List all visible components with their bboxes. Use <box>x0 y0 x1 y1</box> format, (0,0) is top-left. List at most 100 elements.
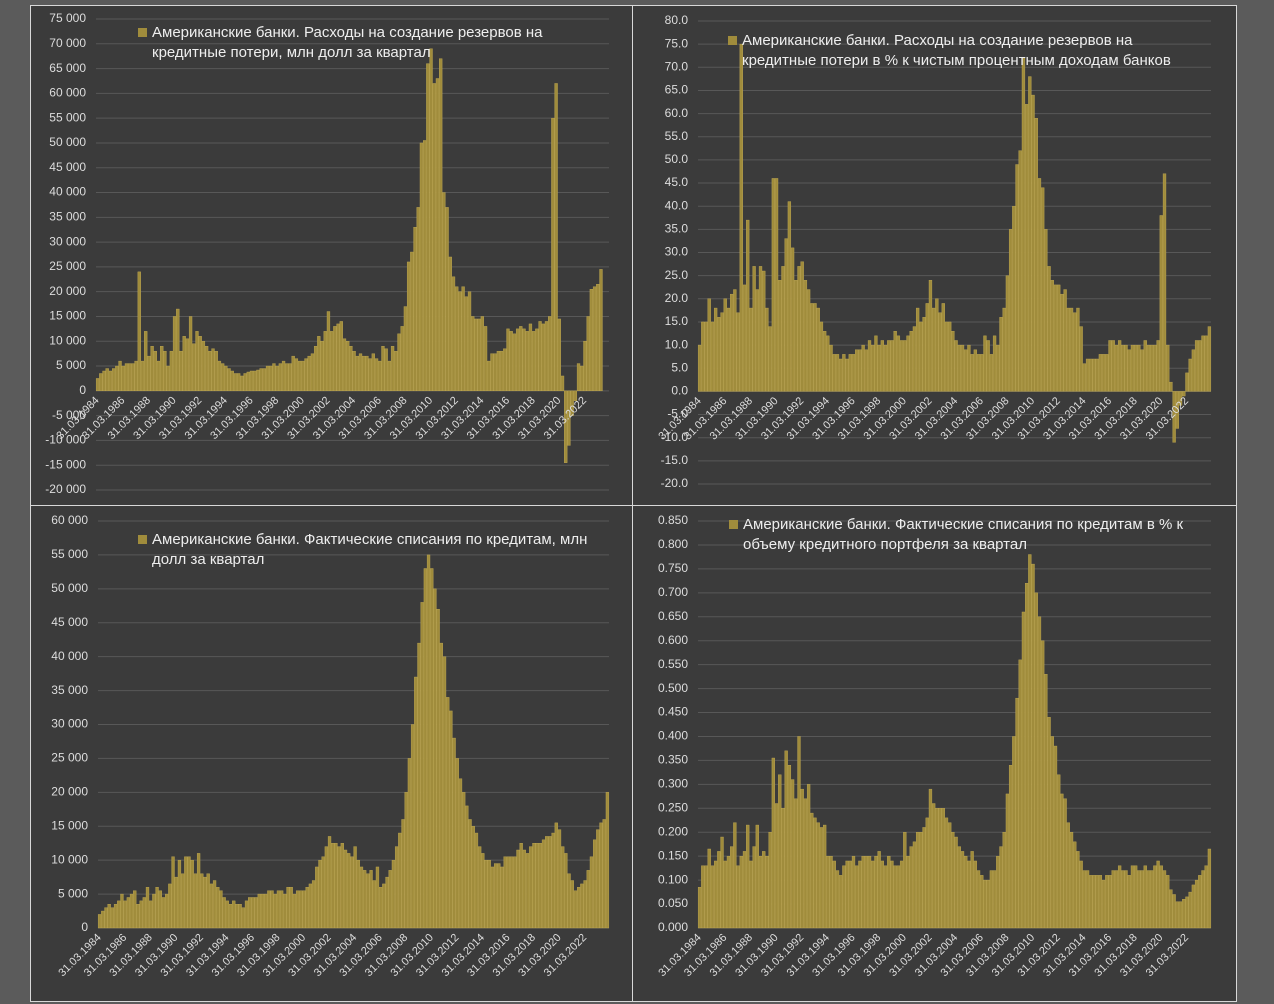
bar <box>1069 832 1074 929</box>
bar <box>144 331 148 392</box>
bar <box>422 140 427 392</box>
bar <box>499 350 504 392</box>
bar <box>752 846 756 929</box>
bar <box>243 373 247 392</box>
bar <box>259 368 263 392</box>
bar <box>249 370 254 392</box>
bar <box>1188 891 1192 929</box>
bar <box>211 348 215 392</box>
bar <box>839 875 843 929</box>
bar <box>458 291 462 392</box>
y-tick-label: -5 000 <box>52 408 86 422</box>
y-tick-label: 0.250 <box>658 800 688 814</box>
bar <box>1057 284 1061 392</box>
y-tick-label: -20 000 <box>45 482 86 496</box>
bar <box>707 298 711 392</box>
bar <box>1198 875 1202 929</box>
chart-panel: -20.0 -15.0 -10.0 -5.0 0.0 5.0 10.0 15.0 20.0 25.… <box>632 5 1237 506</box>
bar <box>394 846 399 929</box>
bar <box>1191 884 1196 929</box>
bar <box>349 346 353 392</box>
y-tick-label: 40.0 <box>665 198 689 212</box>
bar <box>922 317 926 392</box>
bar <box>803 280 808 392</box>
bar <box>720 312 724 392</box>
bar <box>519 843 523 929</box>
bar <box>1169 889 1173 929</box>
bar <box>1066 307 1070 392</box>
bar <box>435 78 440 392</box>
bar <box>503 348 507 392</box>
chart: -20 000 -15 000 -10 000 -5 000 0 5 000 10 000 1… <box>45 11 609 496</box>
bar <box>1063 798 1067 929</box>
bar <box>564 853 568 929</box>
bar <box>697 344 702 392</box>
y-tick-label: 0.200 <box>658 824 688 838</box>
bar <box>839 358 843 392</box>
bar <box>938 808 942 929</box>
bar <box>273 893 277 929</box>
bar <box>177 859 182 929</box>
bar <box>208 350 212 392</box>
bar <box>97 914 102 929</box>
bar <box>158 890 162 929</box>
bar <box>935 808 939 929</box>
bar <box>883 865 888 929</box>
bar <box>1108 340 1112 392</box>
bar <box>343 849 348 929</box>
bar <box>1047 717 1051 929</box>
bar <box>237 373 241 392</box>
bar <box>1037 178 1042 392</box>
bar <box>304 358 308 392</box>
bar <box>506 856 511 929</box>
bar <box>481 853 485 929</box>
bar <box>337 846 341 929</box>
bar <box>733 822 737 929</box>
y-tick-label: 45.0 <box>665 175 689 189</box>
bar <box>1050 736 1054 929</box>
bar <box>1127 875 1131 929</box>
bar <box>190 859 194 929</box>
bar <box>432 83 436 392</box>
bar <box>416 207 420 392</box>
bar <box>758 266 763 392</box>
bar <box>471 316 475 392</box>
bar <box>577 887 581 929</box>
bar <box>1089 875 1093 929</box>
bar <box>366 873 370 929</box>
bar <box>387 360 392 392</box>
bar <box>342 338 347 392</box>
bar <box>176 308 180 392</box>
bar <box>1134 344 1138 392</box>
bar <box>890 860 894 929</box>
bar <box>797 266 801 392</box>
bar <box>145 887 150 929</box>
bar <box>295 890 300 929</box>
bar <box>983 335 987 392</box>
bar <box>227 368 231 392</box>
bar <box>742 284 747 392</box>
bar <box>544 321 549 392</box>
bar <box>101 910 105 929</box>
chart-panel: 0.000 0.050 0.100 0.150 0.200 0.250 0.300 0.350… <box>632 505 1237 1002</box>
bar <box>1089 358 1093 392</box>
bar <box>871 860 875 929</box>
chart: -20.0 -15.0 -10.0 -5.0 0.0 5.0 10.0 15.0 20.0 25.… <box>656 13 1212 490</box>
bar <box>359 866 364 929</box>
bar <box>545 836 549 929</box>
bar <box>406 261 411 392</box>
bar <box>1041 640 1045 929</box>
bar <box>877 851 881 929</box>
bar <box>241 907 245 929</box>
bar <box>749 860 753 929</box>
bar <box>362 355 366 392</box>
bar <box>1111 340 1115 392</box>
bar <box>1028 554 1032 929</box>
bar <box>765 307 769 392</box>
bar <box>251 897 255 929</box>
bar <box>992 335 997 392</box>
bar <box>1146 870 1151 929</box>
bar <box>1130 344 1135 392</box>
bar <box>331 843 335 929</box>
bar <box>484 859 488 929</box>
